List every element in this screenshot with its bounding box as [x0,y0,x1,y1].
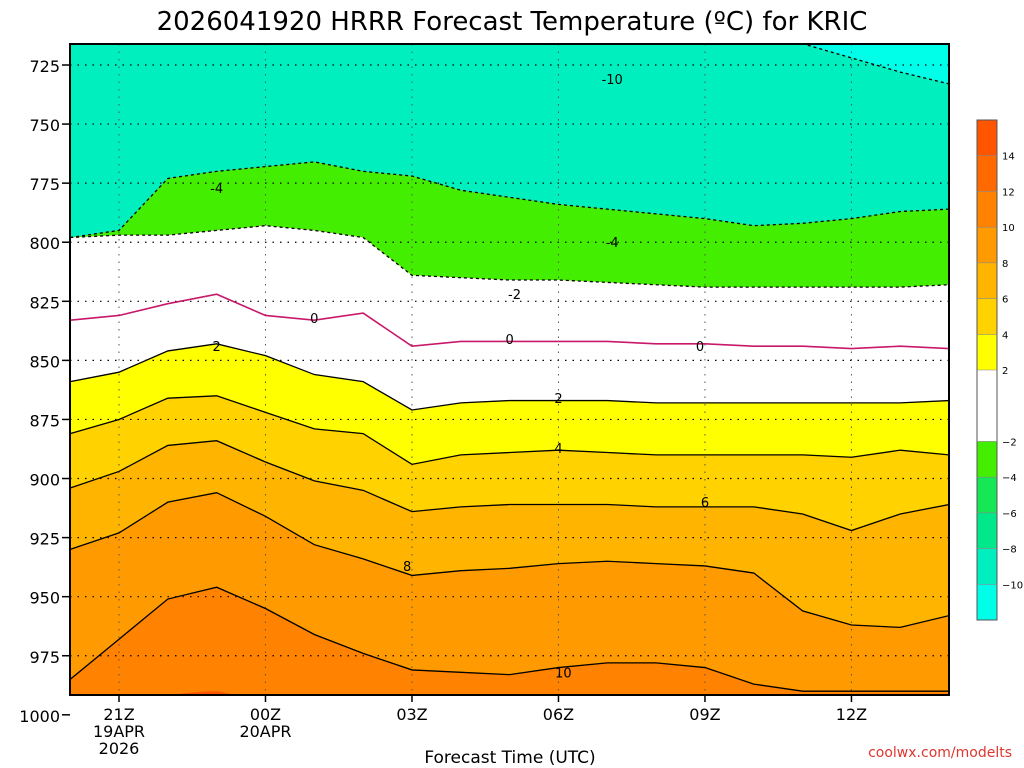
isotherm-6 [70,440,949,532]
y-tick-label: 775 [29,175,60,194]
colorbar-swatch [977,441,997,478]
isotherm--2 [70,225,949,288]
isotherm-label: -4 [606,236,619,251]
isotherm-0 [70,293,949,350]
y-tick-label: 900 [29,471,60,490]
plot-frame [69,43,950,696]
site-credit[interactable]: coolwx.com/modelts [868,745,1012,761]
colorbar-swatch [977,477,997,513]
isotherm-4 [70,395,949,466]
colorbar-tick-label: −6 [1002,509,1017,520]
fill-band-3 [70,343,949,465]
y-tick-label: 925 [29,530,60,549]
fill-band--3 [70,161,949,288]
colorbar-swatch [977,298,997,335]
isotherm-10 [70,586,949,692]
colorbar-swatch [977,548,997,585]
x-tick-label: 09Z [689,705,720,724]
colorbar-tick-label: 6 [1002,295,1008,306]
fill-band-5 [70,395,949,531]
isotherm-lines [70,44,949,692]
y-tick-label: 750 [29,116,60,135]
colorbar-swatch [977,512,997,549]
y-tick-label: 975 [29,648,60,667]
isotherm-label: -10 [602,73,623,88]
isotherm-label: 6 [701,496,709,511]
fill-band-1 [70,294,949,410]
colorbar-tick-label: 4 [1002,330,1008,341]
colorbar-tick-label: 12 [1002,187,1015,198]
temperature-fill-bands [70,44,949,695]
colorbar-tick-label: −4 [1002,473,1017,484]
y-tick-label: 950 [29,589,60,608]
x-tick-label: 00Z [250,705,281,724]
x-tick-label: 03Z [396,705,427,724]
x-axis-label: Forecast Time (UTC) [424,748,595,768]
fill-band-9 [70,492,949,692]
colorbar-swatch [977,334,997,370]
isotherm-label: 0 [696,340,704,355]
x-tick-label: 12Z [836,705,867,724]
x-tick-label: 21Z [103,705,134,724]
x-tick-label: 2026 [99,739,140,758]
isotherm-label: -2 [508,288,521,303]
isotherm-label: 0 [505,333,513,348]
colorbar-tick-label: 10 [1002,223,1015,234]
fill-band--12 [803,44,949,84]
isotherm-2 [70,343,949,411]
colorbar-tick-label: 14 [1002,152,1015,163]
x-tick-label: 06Z [543,705,574,724]
y-axis-pressure: 725 750 775 800 825 850 875 900 925 950 975 1000 [19,57,70,726]
isotherm-label: 10 [555,666,572,681]
colorbar-tick-label: −2 [1002,437,1017,448]
isotherm-8 [70,492,949,629]
colorbar-swatch [977,370,997,442]
colorbar-tick-label: −10 [1002,580,1023,591]
y-tick-label: 875 [29,411,60,430]
chart-title: 2026041920 HRRR Forecast Temperature (ºC… [157,7,868,37]
isotherm-label: 8 [403,560,411,575]
isotherm-label: 2 [213,340,221,355]
y-tick-label: 800 [29,234,60,253]
fill-band-7 [70,440,949,628]
fill-band--9 [70,44,949,238]
isotherm-label: 0 [310,312,318,327]
colorbar-swatch [977,191,997,228]
colorbar-tick-label: 8 [1002,259,1008,270]
y-tick-label: 825 [29,293,60,312]
colorbar-swatch [977,120,997,156]
y-tick-label: 725 [29,57,60,76]
fill-band-11 [70,587,949,695]
colorbar-tick-label: 2 [1002,366,1008,377]
x-tick-label: 20APR [239,722,291,741]
y-tick-label: 850 [29,352,60,371]
fill-band--1 [70,225,949,349]
colorbar-swatch [977,155,997,192]
colorbar-swatch [977,227,997,263]
colorbar-swatch [977,584,997,620]
x-tick-label: 19APR [93,722,145,741]
isotherm-label: -4 [210,182,223,197]
colorbar-legend: 14 12 10 8 6 4 2 −2 −4 −6 −8 −10 [976,119,1023,621]
isotherm--4 [70,161,949,239]
isotherm-label: 4 [554,442,562,457]
colorbar-swatch [977,262,997,299]
colorbar-tick-label: −8 [1002,545,1017,556]
isotherm-label: 2 [554,392,562,407]
y-tick-label: 1000 [19,707,60,726]
